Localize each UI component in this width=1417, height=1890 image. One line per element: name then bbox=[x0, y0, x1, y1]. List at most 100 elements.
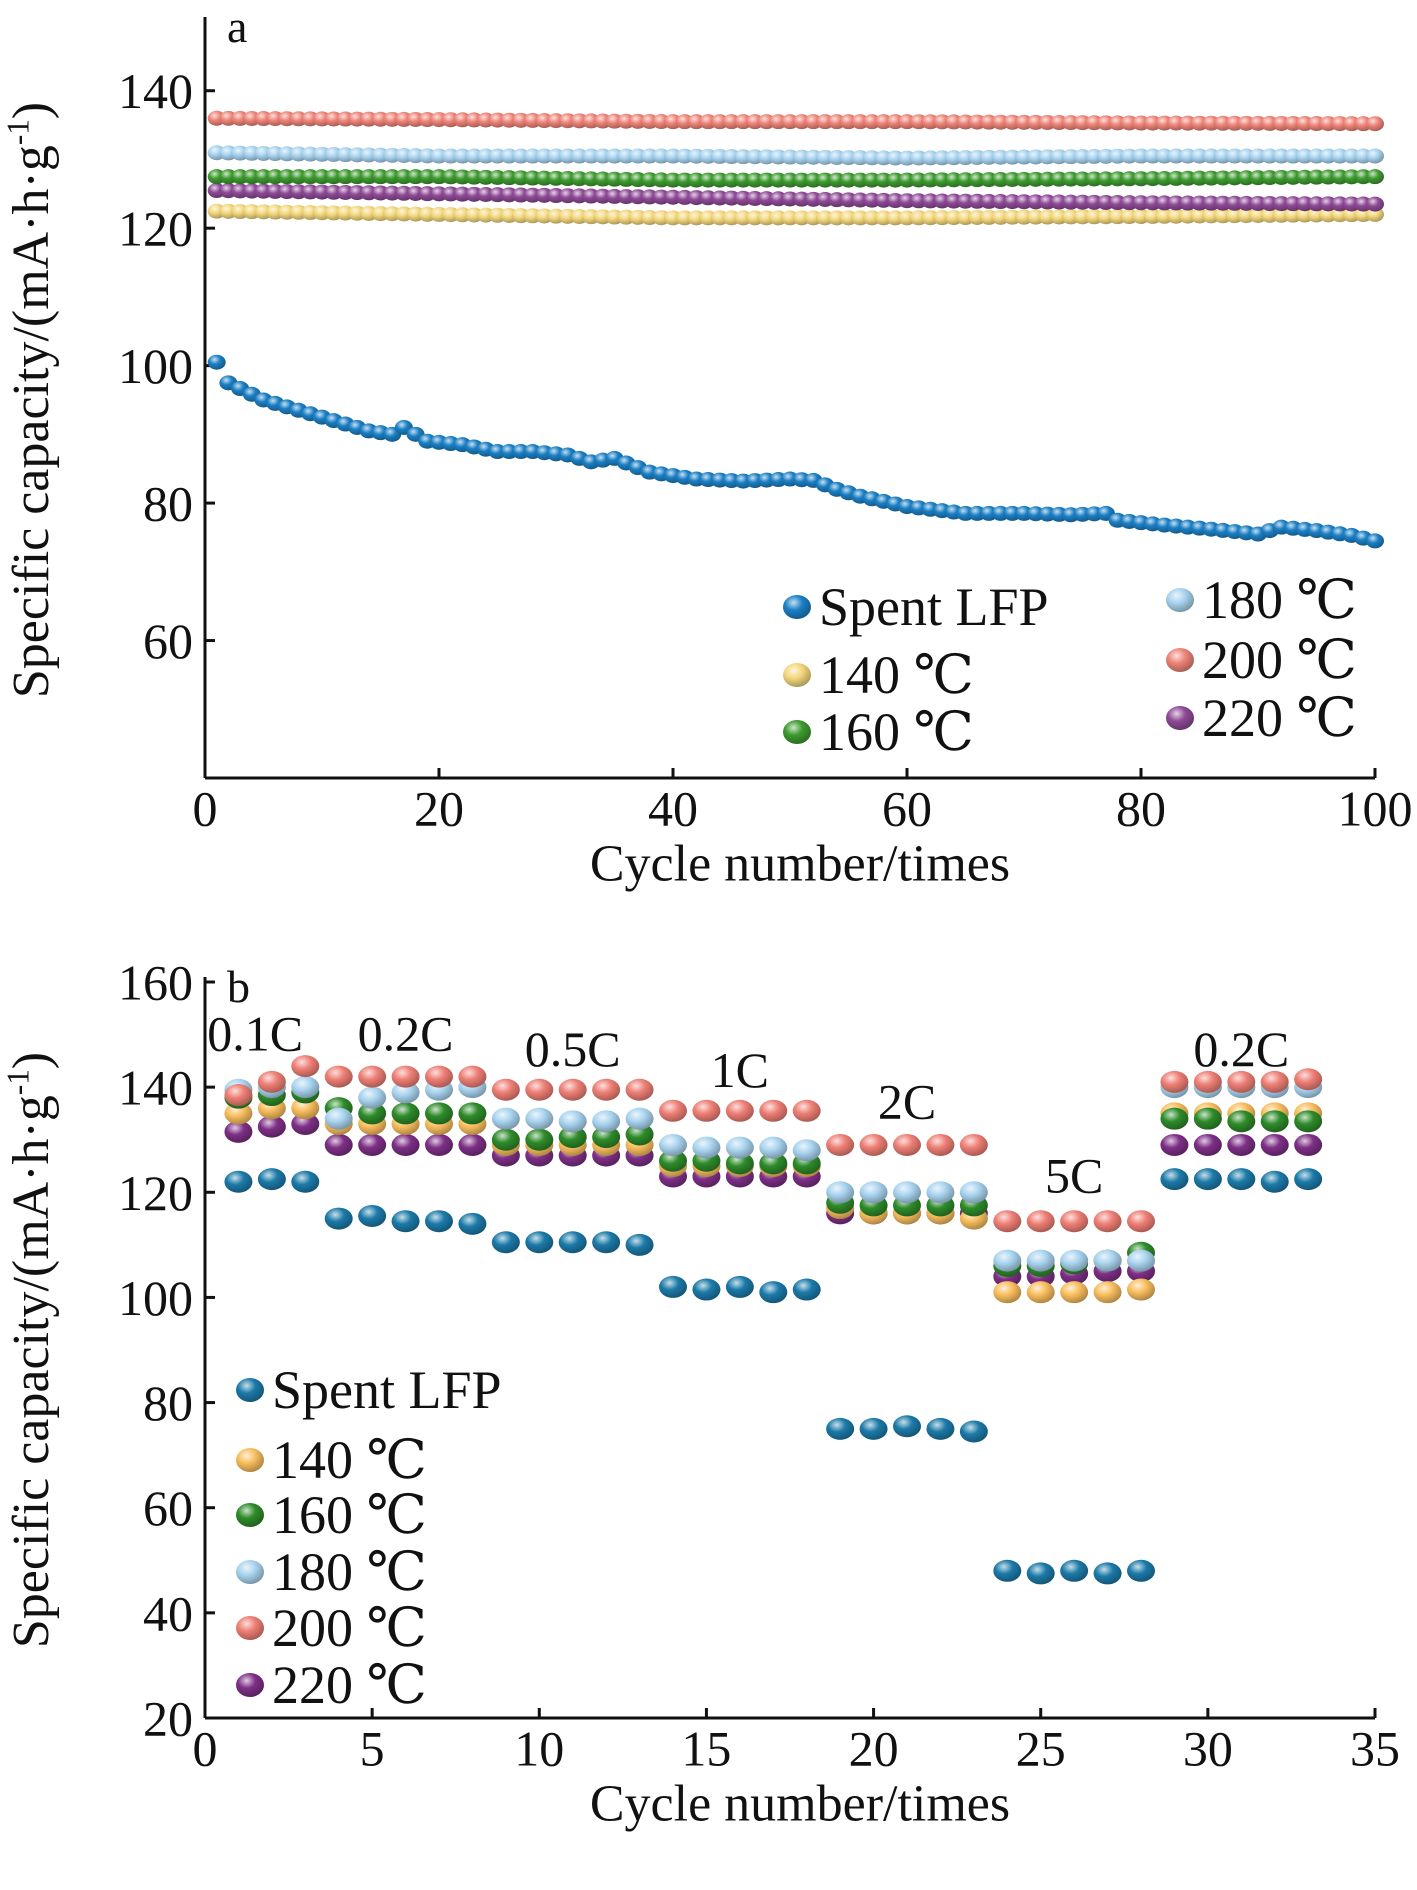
data-point bbox=[1093, 1249, 1122, 1272]
data-point bbox=[859, 1181, 888, 1204]
series-spent-lfp bbox=[224, 1168, 1323, 1585]
panel-label: b bbox=[227, 961, 250, 1012]
data-point bbox=[224, 1102, 253, 1125]
legend-marker bbox=[783, 720, 811, 744]
data-point bbox=[291, 1170, 320, 1193]
data-point bbox=[458, 1102, 487, 1125]
data-point bbox=[725, 1136, 754, 1159]
legend-label: 200 ℃ bbox=[272, 1598, 427, 1658]
data-point bbox=[458, 1133, 487, 1156]
data-point bbox=[358, 1086, 387, 1109]
legend-marker bbox=[236, 1503, 264, 1527]
legend-marker bbox=[236, 1616, 264, 1640]
series-140-c bbox=[207, 203, 1384, 226]
legend-marker bbox=[1166, 648, 1194, 672]
y-tick-label: 40 bbox=[143, 1585, 193, 1641]
data-point bbox=[725, 1152, 754, 1175]
data-point bbox=[1366, 533, 1384, 549]
x-tick-label: 25 bbox=[1016, 1721, 1066, 1777]
data-point bbox=[1026, 1210, 1055, 1233]
data-point bbox=[391, 1210, 420, 1233]
rate-label: 0.5C bbox=[525, 1021, 621, 1077]
data-point bbox=[859, 1133, 888, 1156]
data-point bbox=[1227, 1070, 1256, 1093]
data-point bbox=[291, 1055, 320, 1078]
data-point bbox=[358, 1102, 387, 1125]
y-tick-label: 120 bbox=[118, 201, 193, 257]
data-point bbox=[625, 1107, 654, 1130]
data-point bbox=[224, 1084, 253, 1107]
legend-label: 200 ℃ bbox=[1202, 630, 1357, 690]
data-point bbox=[959, 1420, 988, 1443]
data-point bbox=[1127, 1249, 1155, 1272]
data-point bbox=[592, 1110, 621, 1133]
rate-label: 0.2C bbox=[358, 1005, 454, 1061]
x-axis-label: Cycle number/times bbox=[590, 1776, 1010, 1833]
legend-label: Spent LFP bbox=[819, 577, 1049, 637]
x-tick-label: 60 bbox=[882, 781, 932, 837]
data-point bbox=[1227, 1168, 1256, 1191]
data-point bbox=[792, 1139, 821, 1162]
data-point bbox=[959, 1133, 988, 1156]
data-point bbox=[1366, 116, 1384, 132]
rate-label: 0.1C bbox=[207, 1005, 303, 1061]
data-point bbox=[993, 1559, 1022, 1582]
data-point bbox=[358, 1065, 387, 1088]
rate-label: 0.2C bbox=[1193, 1021, 1289, 1077]
data-point bbox=[759, 1099, 788, 1122]
data-point bbox=[324, 1133, 353, 1156]
data-point bbox=[792, 1099, 821, 1122]
data-point bbox=[993, 1281, 1022, 1304]
legend-label: 140 ℃ bbox=[272, 1430, 427, 1490]
data-point bbox=[826, 1181, 855, 1204]
data-point bbox=[1060, 1249, 1089, 1272]
data-point bbox=[224, 1170, 253, 1193]
data-point bbox=[692, 1136, 721, 1159]
data-point bbox=[959, 1181, 988, 1204]
data-point bbox=[1260, 1133, 1289, 1156]
y-tick-label: 100 bbox=[118, 338, 193, 394]
data-point bbox=[525, 1107, 554, 1130]
legend-marker bbox=[1166, 706, 1194, 730]
legend-marker bbox=[1166, 588, 1194, 612]
data-point bbox=[859, 1417, 888, 1440]
data-point bbox=[324, 1065, 353, 1088]
data-point bbox=[725, 1099, 754, 1122]
series-220-c bbox=[207, 183, 1384, 212]
data-point bbox=[625, 1078, 654, 1101]
legend-marker bbox=[236, 1378, 264, 1402]
data-point bbox=[391, 1065, 420, 1088]
y-tick-label: 120 bbox=[118, 1165, 193, 1221]
data-point bbox=[659, 1275, 687, 1298]
data-point bbox=[324, 1107, 353, 1130]
y-axis-label: Specific capacity/(mA·h·g-1) bbox=[0, 102, 60, 698]
data-point bbox=[425, 1065, 453, 1088]
data-point bbox=[1093, 1562, 1122, 1585]
x-axis-label: Cycle number/times bbox=[590, 836, 1010, 893]
data-point bbox=[224, 1120, 253, 1143]
legend-label: 160 ℃ bbox=[819, 702, 974, 762]
x-tick-label: 20 bbox=[414, 781, 464, 837]
x-tick-label: 15 bbox=[681, 1721, 731, 1777]
y-tick-label: 140 bbox=[118, 1060, 193, 1116]
legend-label: 140 ℃ bbox=[819, 645, 974, 705]
data-point bbox=[1260, 1070, 1289, 1093]
series-200-c bbox=[224, 1055, 1323, 1233]
data-point bbox=[592, 1231, 621, 1254]
data-point bbox=[291, 1076, 320, 1099]
data-point bbox=[1127, 1559, 1155, 1582]
data-point bbox=[993, 1249, 1022, 1272]
data-point bbox=[391, 1081, 420, 1104]
data-point bbox=[1294, 1133, 1323, 1156]
data-point bbox=[1093, 1281, 1122, 1304]
data-point bbox=[1160, 1107, 1189, 1130]
x-tick-label: 80 bbox=[1116, 781, 1166, 837]
data-point bbox=[1060, 1210, 1089, 1233]
x-tick-label: 35 bbox=[1350, 1721, 1400, 1777]
data-point bbox=[558, 1231, 587, 1254]
series-140-c bbox=[224, 1097, 1323, 1304]
data-point bbox=[826, 1133, 855, 1156]
data-point bbox=[358, 1204, 387, 1227]
y-axis-label: Specific capacity/(mA·h·g-1) bbox=[0, 1052, 60, 1648]
